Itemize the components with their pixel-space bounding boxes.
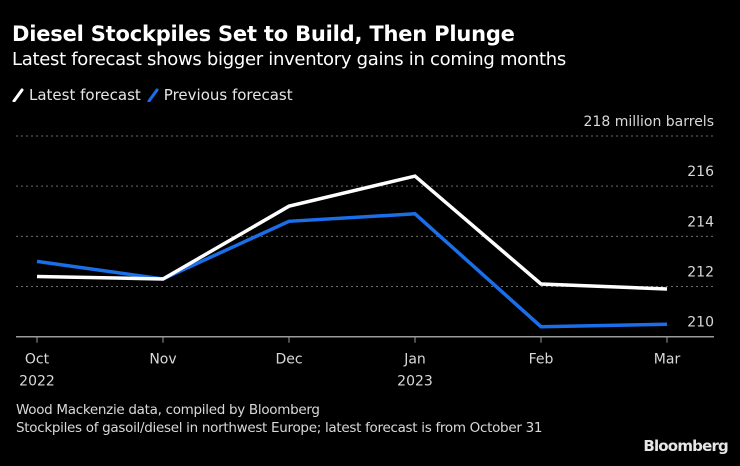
- y-tick-label: 214: [687, 214, 714, 230]
- y-tick-label: 218 million barrels: [584, 114, 714, 130]
- x-tick-label: Oct: [25, 352, 50, 368]
- series-line-latest: [36, 174, 668, 291]
- x-tick-label: Jan: [403, 352, 426, 368]
- x-axis-labels: Oct 2022 Nov Dec Jan 2023 Feb Mar: [19, 352, 680, 390]
- footnote: Stockpiles of gasoil/diesel in northwest…: [16, 420, 543, 436]
- x-tick-label: Nov: [149, 352, 176, 368]
- y-axis-labels: 210 212 214 216 218 million barrels: [584, 114, 715, 331]
- legend-item-previous: Previous forecast: [147, 86, 293, 104]
- gridlines: [16, 135, 714, 288]
- series-lines: [36, 174, 668, 329]
- chart-subtitle: Latest forecast shows bigger inventory g…: [12, 49, 566, 70]
- source-note: Wood Mackenzie data, compiled by Bloombe…: [16, 402, 320, 418]
- y-tick-label: 212: [687, 265, 714, 281]
- x-tick-year-label: 2023: [397, 374, 433, 390]
- bloomberg-logo: Bloomberg: [643, 437, 728, 455]
- legend-item-latest: Latest forecast: [12, 86, 141, 104]
- legend: Latest forecast Previous forecast: [12, 86, 299, 104]
- legend-swatch-latest-icon: [12, 88, 24, 102]
- x-tick-label: Feb: [529, 352, 554, 368]
- x-tick-year-label: 2022: [19, 374, 55, 390]
- y-tick-label: 216: [687, 164, 714, 180]
- y-tick-label: 210: [687, 315, 714, 331]
- legend-swatch-previous-icon: [147, 88, 159, 102]
- chart-title: Diesel Stockpiles Set to Build, Then Plu…: [12, 22, 515, 46]
- legend-label-latest: Latest forecast: [29, 86, 141, 104]
- x-tick-label: Mar: [654, 352, 681, 368]
- x-tick-label: Dec: [275, 352, 302, 368]
- legend-label-previous: Previous forecast: [163, 86, 293, 104]
- series-line-previous: [36, 212, 668, 329]
- x-axis: [16, 335, 714, 343]
